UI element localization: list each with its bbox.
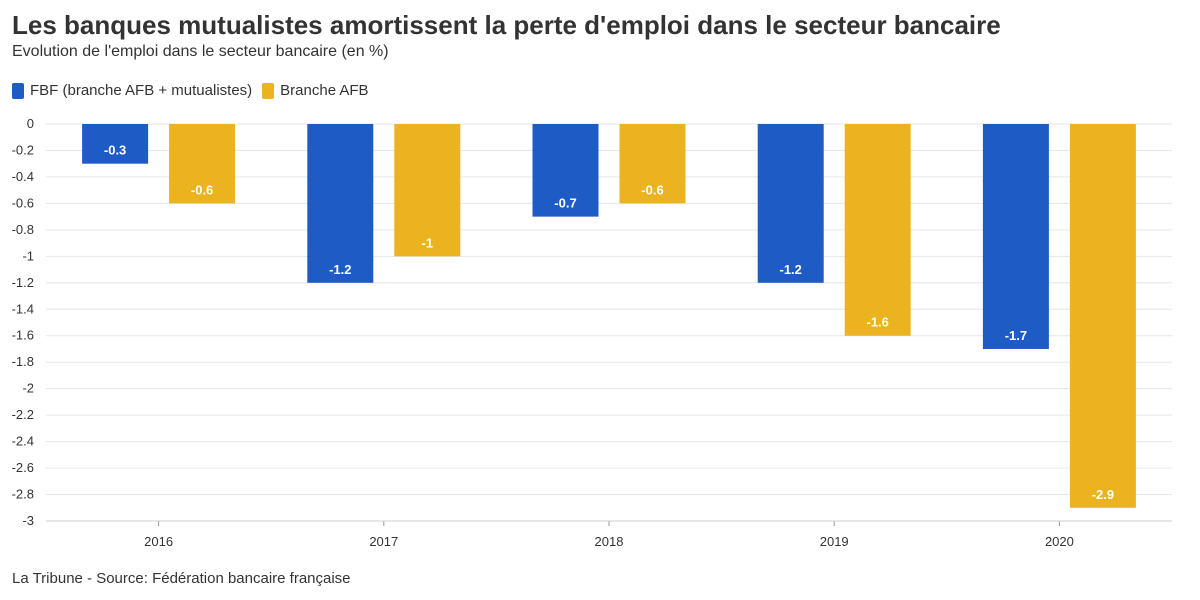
- x-tick-label: 2017: [369, 534, 398, 549]
- bar-data-label: -1.2: [329, 262, 351, 277]
- y-tick-label: -2.4: [12, 434, 34, 449]
- legend-label-afb: Branche AFB: [280, 82, 369, 99]
- y-tick-label: -0.2: [12, 142, 34, 157]
- x-axis: 2016 2017 2018 2019 2020: [46, 520, 1172, 549]
- bar-fbf: [82, 124, 149, 164]
- y-tick-label: -0.6: [12, 195, 34, 210]
- y-tick-label: 0: [27, 116, 34, 131]
- y-tick-label: -3: [22, 513, 34, 528]
- bar-afb: [394, 124, 461, 257]
- y-tick-label: -1.4: [12, 301, 34, 316]
- bar-data-label: -0.3: [104, 143, 126, 158]
- bar-data-label: -1.7: [1005, 328, 1027, 343]
- source-note: La Tribune - Source: Fédération bancaire…: [12, 570, 351, 587]
- bar-afb: [619, 124, 686, 204]
- bar-data-label: -0.6: [191, 182, 213, 197]
- bar-fbf: [757, 124, 824, 283]
- legend-swatch-afb: [262, 82, 275, 99]
- bar-afb: [844, 124, 911, 336]
- bar-data-label: -1: [422, 235, 434, 250]
- legend-item-fbf[interactable]: FBF (branche AFB + mutualistes): [12, 82, 252, 99]
- bar-data-label: -1.2: [779, 262, 801, 277]
- y-tick-label: -2.8: [12, 487, 34, 502]
- bar-fbf: [532, 124, 599, 217]
- y-tick-label: -0.4: [12, 169, 34, 184]
- y-axis: 0 -0.2 -0.4 -0.6 -0.8 -1 -1.2 -1.4 -1.6 -1.8 -2 -2.…: [12, 116, 34, 528]
- bar-data-label: -1.6: [866, 315, 888, 330]
- bar-fbf: [307, 124, 374, 283]
- bar-fbf: [982, 124, 1049, 349]
- y-tick-label: -2.6: [12, 460, 34, 475]
- bar-data-label: -0.7: [554, 196, 576, 211]
- x-tick-label: 2018: [595, 534, 624, 549]
- chart-title: Les banques mutualistes amortissent la p…: [12, 10, 1001, 40]
- bars: -0.3 -0.6 -1.2 -1 -0.7 -0.6 -1.2 -1.6 -1.7 -2.9: [82, 124, 1136, 508]
- bar-data-label: -2.9: [1092, 487, 1114, 502]
- y-tick-label: -1.8: [12, 354, 34, 369]
- x-tick-label: 2016: [144, 534, 173, 549]
- chart-subtitle: Evolution de l'emploi dans le secteur ba…: [12, 43, 389, 60]
- bar-data-label: -0.6: [641, 182, 663, 197]
- bar-afb: [169, 124, 236, 204]
- y-tick-label: -1.6: [12, 328, 34, 343]
- legend-label-fbf: FBF (branche AFB + mutualistes): [30, 82, 253, 99]
- y-tick-label: -1: [22, 248, 34, 263]
- y-tick-label: -0.8: [12, 222, 34, 237]
- x-tick-label: 2020: [1045, 534, 1074, 549]
- legend: FBF (branche AFB + mutualistes) Branche …: [12, 82, 379, 99]
- y-tick-label: -1.2: [12, 275, 34, 290]
- y-tick-label: -2: [22, 381, 34, 396]
- legend-item-afb[interactable]: Branche AFB: [262, 82, 369, 99]
- legend-swatch-fbf: [12, 82, 24, 99]
- bar-afb: [1069, 124, 1136, 508]
- x-tick-label: 2019: [820, 534, 849, 549]
- y-tick-label: -2.2: [12, 407, 34, 422]
